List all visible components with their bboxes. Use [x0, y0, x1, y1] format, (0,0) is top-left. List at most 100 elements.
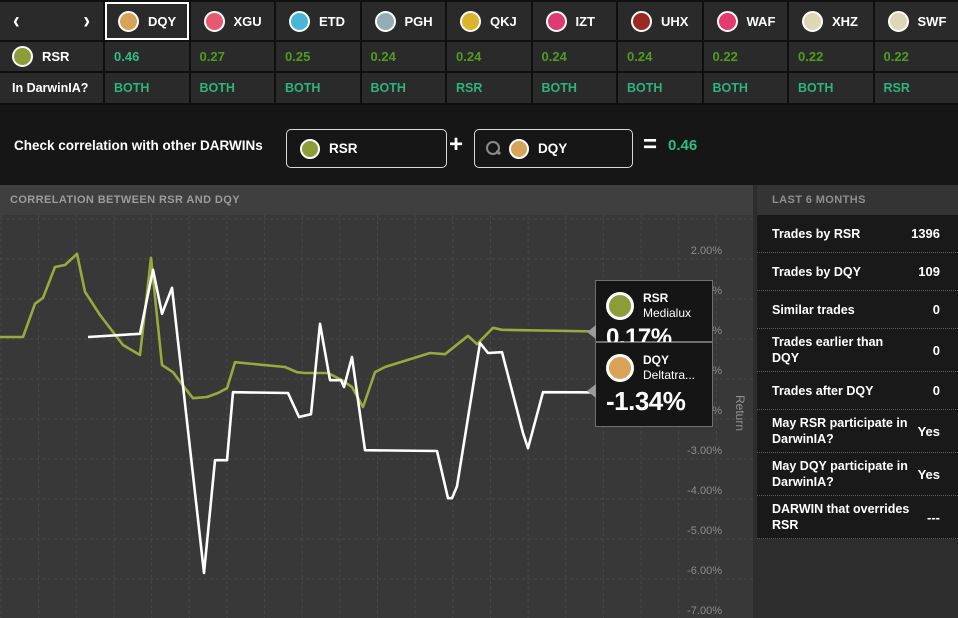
stat-value: 109 — [918, 264, 940, 279]
stat-label: May DQY participate in DarwinIA? — [772, 459, 908, 489]
tab-xhz[interactable]: XHZ — [789, 2, 873, 40]
correlation-chart[interactable]: Return RSR Medialux 0.17% DQY — [0, 215, 753, 618]
y-axis-tick: -6.00% — [687, 565, 722, 577]
izt-darwin-icon — [545, 10, 567, 32]
tab-label: UHX — [661, 13, 689, 29]
y-axis-tick: -5.00% — [687, 525, 722, 537]
tooltip-symbol: RSR — [643, 291, 669, 305]
tab-label: XGU — [233, 13, 262, 29]
dqy-darwin-icon — [118, 10, 139, 32]
tab-xgu[interactable]: XGU — [190, 2, 274, 40]
correlation-value-etd: 0.25 — [276, 42, 360, 71]
tab-uhx[interactable]: UHX — [618, 2, 702, 40]
stat-label: DARWIN that overrides RSR — [772, 502, 910, 532]
check-correlation-bar: Check correlation with other DARWINs RSR… — [0, 105, 958, 185]
stat-value: Yes — [917, 466, 940, 482]
stat-value: 1396 — [911, 226, 940, 241]
y-axis-tick: -7.00% — [687, 605, 722, 617]
tab-qkj[interactable]: QKJ — [447, 2, 531, 40]
correlation-value-izt: 0.24 — [532, 42, 616, 71]
tab-label: QKJ — [490, 13, 517, 29]
base-darwin-name: RSR — [329, 141, 358, 156]
tab-etd[interactable]: ETD — [276, 2, 360, 40]
stats-panel: LAST 6 MONTHS Trades by RSR 1396 Trades b… — [757, 185, 958, 618]
stat-value: Yes — [917, 423, 940, 439]
stats-rows: Trades by RSR 1396 Trades by DQY 109 Simil… — [757, 215, 958, 539]
rsr-return-line — [0, 252, 641, 409]
stat-row: Trades by DQY 109 — [757, 253, 958, 291]
tab-dqy[interactable]: DQY — [105, 2, 189, 40]
base-darwin-label: RSR — [42, 49, 70, 64]
base-darwin-cell: RSR — [0, 42, 103, 71]
stat-label: Trades by RSR — [772, 226, 861, 241]
correlation-value-xgu: 0.27 — [190, 42, 274, 71]
search-icon — [486, 141, 501, 156]
tab-scroller: ‹ › — [0, 2, 103, 40]
scroll-left-icon[interactable]: ‹ — [13, 7, 20, 35]
stat-row: Trades after DQY 0 — [757, 372, 958, 410]
correlation-value-dqy: 0.46 — [105, 42, 189, 71]
correlation-result: 0.46 — [668, 136, 698, 154]
qkj-darwin-icon — [460, 10, 481, 32]
etd-darwin-icon — [289, 10, 310, 32]
stat-value: 0 — [932, 342, 940, 358]
compare-darwin-name: DQY — [538, 141, 568, 156]
correlation-table: ‹ › DQY XGU ETD PGH QKJ IZT UHX WAF XHZ SWF RSR 0.4… — [0, 0, 958, 105]
tooltip-fullname: Deltatra... — [643, 368, 696, 382]
stat-value: --- — [927, 509, 940, 525]
stat-row: May RSR participate in DarwinIA? Yes — [757, 410, 958, 453]
y-axis-title: Return — [733, 395, 747, 432]
darwinia-status-xhz: BOTH — [789, 73, 873, 103]
tab-waf[interactable]: WAF — [703, 2, 787, 40]
tab-izt[interactable]: IZT — [532, 2, 616, 40]
y-axis-tick: -4.00% — [687, 485, 722, 497]
stat-label: Trades by DQY — [772, 264, 861, 279]
tab-label: IZT — [575, 13, 596, 29]
correlation-value-qkj: 0.24 — [447, 42, 531, 71]
stat-label: Trades after DQY — [772, 383, 874, 398]
tab-pgh[interactable]: PGH — [361, 2, 445, 40]
darwinia-status-pgh: BOTH — [361, 73, 445, 103]
darwinia-status-dqy: BOTH — [105, 73, 189, 103]
chart-title: CORRELATION BETWEEN RSR AND DQY — [0, 185, 753, 215]
dqy-darwin-icon — [509, 138, 529, 159]
xgu-darwin-icon — [203, 10, 225, 32]
darwinia-row-label: In DarwinIA? — [0, 73, 103, 103]
scroll-right-icon[interactable]: › — [83, 7, 90, 35]
compare-darwin-search[interactable]: DQY — [474, 129, 633, 168]
tooltip-fullname: Medialux — [643, 306, 692, 320]
pgh-darwin-icon — [374, 10, 396, 32]
y-axis-tick: 2.00% — [690, 245, 722, 257]
stat-value: 0 — [932, 383, 940, 398]
dqy-darwin-icon — [606, 354, 634, 382]
tab-label: XHZ — [832, 13, 858, 29]
tooltip-arrow-icon — [587, 384, 596, 398]
y-axis-tick: -3.00% — [687, 445, 722, 457]
stat-label: Similar trades — [772, 302, 855, 317]
stat-row: May DQY participate in DarwinIA? Yes — [757, 453, 958, 496]
correlation-chart-panel: CORRELATION BETWEEN RSR AND DQY Return R… — [0, 185, 753, 618]
tooltip-arrow-icon — [587, 325, 596, 339]
tab-swf[interactable]: SWF — [874, 2, 958, 40]
equals-sign: = — [643, 131, 658, 158]
plus-sign: + — [449, 131, 464, 158]
main-content: CORRELATION BETWEEN RSR AND DQY Return R… — [0, 185, 958, 618]
tab-label: WAF — [746, 13, 776, 29]
rsr-darwin-icon — [300, 138, 320, 159]
tooltip-symbol: DQY — [643, 353, 670, 367]
correlation-value-xhz: 0.22 — [789, 42, 873, 71]
tab-label: DQY — [148, 13, 177, 29]
base-darwin-selector[interactable]: RSR — [286, 129, 447, 168]
stat-row: Similar trades 0 — [757, 291, 958, 329]
darwinia-status-swf: RSR — [874, 73, 958, 103]
check-correlation-label: Check correlation with other DARWINs — [14, 137, 263, 153]
dqy-tooltip: DQY Deltatra... -1.34% — [587, 342, 713, 427]
stat-row: Trades earlier than DQY 0 — [757, 329, 958, 372]
dqy-return-line — [87, 268, 641, 575]
stats-panel-title: LAST 6 MONTHS — [757, 185, 958, 215]
xhz-darwin-icon — [802, 10, 823, 32]
darwinia-status-xgu: BOTH — [190, 73, 274, 103]
rsr-darwin-icon — [606, 292, 634, 320]
stat-label: Trades earlier than DQY — [772, 335, 884, 365]
rsr-tooltip: RSR Medialux 0.17% — [587, 280, 713, 351]
